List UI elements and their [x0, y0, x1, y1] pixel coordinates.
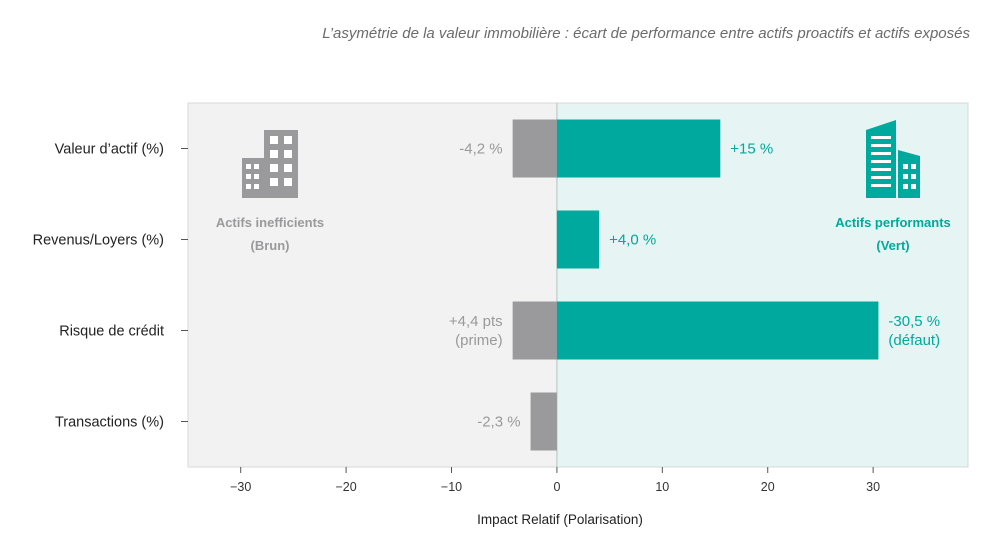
bars: -4,2 % +4,4 pts (prime) -2,3 % +15 % +4,0 % -3…	[449, 119, 940, 451]
bar-vert	[556, 119, 721, 178]
data-label: +15 %	[730, 141, 773, 158]
left-zone-background	[188, 103, 557, 467]
category-label: Valeur d’actif (%)	[55, 142, 164, 158]
data-label: +4,4 pts	[449, 313, 503, 330]
x-axis: −30 −20 −10 0 10 20 30	[230, 467, 880, 494]
data-label: -2,3 %	[477, 414, 520, 431]
bar-brun	[512, 301, 557, 360]
right-group-label: Actifs performants	[835, 215, 951, 230]
plot-frame	[187, 102, 969, 468]
category-label: Transactions (%)	[55, 415, 164, 431]
x-tick-label: −20	[335, 480, 356, 494]
building-icon	[242, 130, 298, 198]
data-label: (prime)	[455, 332, 503, 349]
category-label: Revenus/Loyers (%)	[33, 233, 164, 249]
x-tick-label: −30	[230, 480, 251, 494]
bar-vert	[556, 210, 600, 269]
data-label: +4,0 %	[609, 232, 656, 249]
x-tick-label: 10	[655, 480, 669, 494]
left-group-sublabel: (Brun)	[251, 238, 290, 253]
data-label: (défaut)	[888, 332, 940, 349]
x-tick-label: −10	[441, 480, 462, 494]
x-tick-label: 0	[553, 480, 560, 494]
bar-vert	[556, 301, 879, 360]
x-tick-label: 20	[761, 480, 775, 494]
y-axis: Valeur d’actif (%) Revenus/Loyers (%) Risq…	[33, 142, 188, 431]
building-icon	[866, 120, 920, 198]
right-group-sublabel: (Vert)	[876, 238, 909, 253]
left-group-label: Actifs inefficients	[216, 215, 324, 230]
data-label: -4,2 %	[459, 141, 502, 158]
x-tick-label: 30	[866, 480, 880, 494]
category-label: Risque de crédit	[59, 324, 164, 340]
x-axis-label: Impact Relatif (Polarisation)	[477, 512, 643, 527]
data-label: -30,5 %	[888, 313, 940, 330]
bar-brun	[512, 119, 557, 178]
chart-title: L’asymétrie de la valeur immobilière : é…	[322, 25, 970, 42]
bar-brun	[530, 392, 557, 451]
